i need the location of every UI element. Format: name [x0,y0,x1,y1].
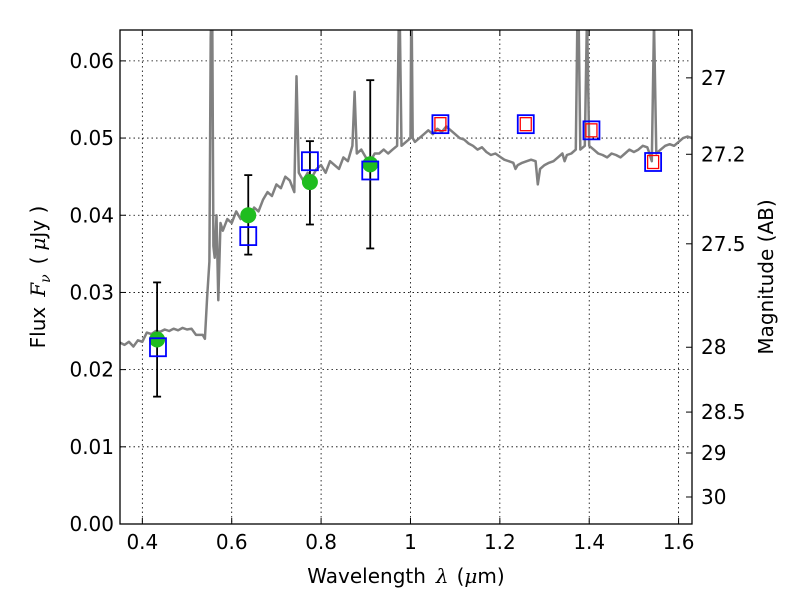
model-flux-square [149,337,167,358]
model-flux-square [239,226,258,246]
model-flux-inner-square [585,123,598,138]
x-axis-label-mu: μ [464,564,477,588]
plot-frame [119,29,693,525]
x-tick-label: 0.8 [305,530,337,554]
model-flux-inner-square [646,154,660,170]
y2-tick-label: 28 [701,335,726,359]
x-tick-label: 1 [404,530,417,554]
model-flux-square [361,160,380,181]
y-axis-label-subscript: ν [38,274,54,283]
model-flux-inner-square [519,117,532,132]
y2-tick-label: 30 [701,485,726,509]
y2-axis-label: Magnitude (AB) [754,199,778,354]
y-tick-label: 0.04 [69,203,114,227]
y-axis-label-mu: μ [26,238,50,251]
model-flux-square [644,152,663,172]
y2-tick-label: 27.5 [701,232,746,256]
x-axis-label-word: Wavelength [307,564,426,588]
observed-flux-point [149,331,166,348]
x-axis-label-unit: m) [477,564,504,588]
observed-flux-point [301,174,318,191]
y-tick-label: 0.06 [69,49,114,73]
y-tick-label: 0.01 [69,435,114,459]
y2-tick-label: 27.2 [701,142,746,166]
model-flux-square [431,114,450,135]
axis-ticks: 0.4 0.6 0.8 1 1.2 1.4 1.6 0.00 0.01 0.02 0.03 0.04 0… [69,30,746,554]
model-flux-square [301,151,319,172]
model-flux-square [582,120,601,141]
model-flux-inner-square [434,117,447,132]
y2-tick-label: 29 [701,441,726,465]
y-tick-label: 0.05 [69,126,114,150]
model-flux-square [516,114,535,135]
x-tick-label: 1.2 [484,530,516,554]
x-tick-label: 0.4 [126,530,158,554]
observed-flux-point [362,156,379,173]
y-tick-label: 0.02 [69,358,114,382]
spectrum-line [120,30,692,348]
y-axis-label: Flux Fν ( μJy ) [26,206,54,349]
y-tick-label: 0.00 [69,512,114,536]
observed-flux-point [240,207,257,224]
x-axis-label-symbol: λ [435,564,449,588]
x-axis-label-paren: ( [457,564,465,588]
y-tick-label: 0.03 [69,280,114,304]
x-tick-label: 1.6 [663,530,695,554]
x-axis-label: Wavelength λ (μm) [307,564,504,588]
y-axis-label-unit: Jy ) [26,206,50,240]
plot-area [120,30,692,398]
grid [120,30,692,525]
x-tick-label: 0.6 [216,530,248,554]
y2-tick-label: 28.5 [701,400,746,424]
x-tick-label: 1.4 [573,530,605,554]
y-axis-label-word: Flux [26,307,50,349]
y-axis-label-paren: ( [26,257,50,265]
y2-tick-label: 27 [701,66,726,90]
y-axis-label-symbol: F [26,282,50,298]
